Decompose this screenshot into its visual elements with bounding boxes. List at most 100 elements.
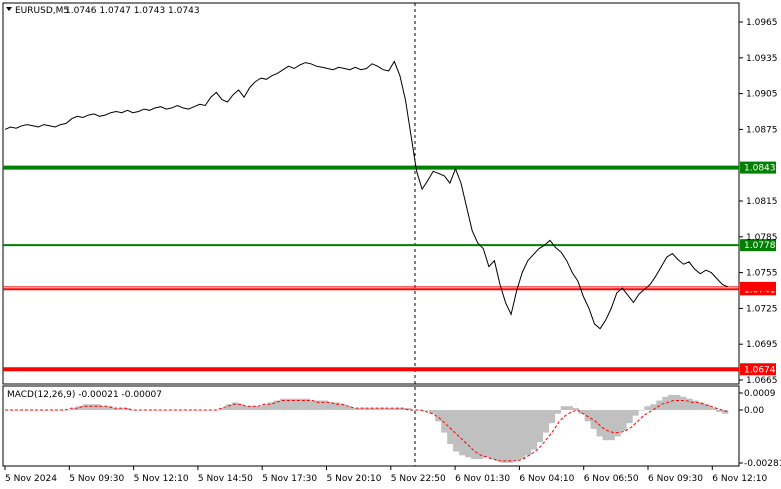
macd-bar [662, 396, 669, 410]
macd-bar [315, 400, 322, 410]
macd-bar [500, 410, 508, 463]
time-tick-label: 5 Nov 14:50 [198, 474, 253, 484]
dropdown-triangle-icon[interactable] [6, 7, 12, 11]
macd-bar [518, 410, 526, 460]
macd-bar [584, 410, 591, 422]
macd-bar [238, 404, 245, 410]
macd-bar [112, 408, 119, 410]
macd-bar [620, 410, 627, 431]
macd-bar [668, 394, 675, 410]
macd-bar [704, 404, 711, 410]
price-series-line [4, 60, 729, 330]
macd-bar [608, 410, 615, 441]
macd-bar [261, 404, 269, 410]
macd-bar [495, 410, 502, 461]
macd-bar [88, 404, 95, 410]
macd-bar [536, 410, 544, 443]
level-price-badge [740, 363, 776, 376]
macd-bar [226, 404, 233, 410]
macd-bar [698, 402, 705, 410]
macd-signal-line [5, 400, 729, 462]
macd-bar [554, 410, 561, 414]
macd-bar [118, 408, 125, 410]
macd-bar [596, 410, 603, 437]
macd-bar [644, 406, 651, 410]
macd-bar [716, 410, 723, 412]
macd-bar [70, 408, 77, 410]
macd-bar [459, 410, 466, 456]
macd-bar [524, 410, 532, 456]
macd-bar [692, 400, 699, 410]
macd-bar [345, 406, 352, 410]
macd-bar [542, 410, 550, 433]
macd-bar [160, 410, 167, 411]
macd-bar [435, 410, 442, 422]
macd-bar [124, 408, 131, 410]
macd-bar [489, 410, 496, 460]
macd-histogram [5, 394, 729, 463]
macd-bar [303, 398, 311, 410]
macd-tick-label: -0.00281 [744, 459, 781, 469]
macd-bar [674, 394, 681, 410]
time-tick-label: 5 Nov 20:10 [327, 474, 382, 484]
macd-bar [190, 410, 197, 411]
macd-bar [273, 400, 281, 410]
macd-bar [638, 410, 645, 411]
macd-bar [357, 408, 364, 410]
time-axis: 5 Nov 2024 5 Nov 09:30 5 Nov 12:10 5 Nov 14… [4, 466, 768, 484]
macd-bar [686, 398, 693, 410]
price-tick-label: 1.0695 [746, 340, 778, 350]
macd-bar [578, 410, 585, 414]
macd-tick-label: 0.00 [744, 406, 764, 416]
macd-bar [363, 408, 370, 410]
macd-bar [506, 410, 514, 463]
macd-bar [387, 408, 394, 410]
price-tick-label: 1.0935 [746, 54, 778, 64]
macd-bar [232, 402, 239, 410]
macd-bar [453, 410, 460, 452]
macd-bar [100, 406, 107, 410]
macd-bar [447, 410, 454, 444]
macd-bar [626, 410, 633, 424]
macd-bar [566, 406, 573, 410]
macd-bar [399, 408, 406, 410]
time-tick-label: 6 Nov 12:10 [712, 474, 767, 484]
macd-bar [220, 408, 227, 410]
macd-bar [572, 408, 579, 410]
macd-bar [339, 404, 346, 410]
macd-bar [722, 410, 729, 414]
macd-bar [244, 406, 251, 410]
macd-bar [291, 398, 299, 410]
macd-bar [560, 406, 567, 410]
price-tick-label: 1.0725 [746, 304, 778, 314]
macd-bar [76, 406, 83, 410]
macd-bar [309, 400, 316, 410]
level-price-badge [740, 239, 776, 252]
level-price-label: 1.0674 [744, 365, 776, 375]
price-tick-label: 1.0665 [746, 376, 778, 386]
macd-bar [82, 404, 89, 410]
macd-bar [423, 410, 430, 411]
time-tick-label: 5 Nov 09:30 [69, 474, 124, 484]
macd-bar [369, 408, 376, 410]
price-tick-label: 1.0785 [746, 233, 778, 243]
macd-bar [94, 404, 101, 410]
level-price-label: 1.0778 [744, 241, 776, 251]
macd-bar [46, 410, 54, 411]
macd-bar [548, 410, 555, 424]
macd-bar [11, 410, 18, 411]
price-tick-label: 1.0965 [746, 18, 778, 28]
macd-bar [650, 404, 657, 410]
level-price-label: 1.0843 [744, 164, 776, 174]
macd-bar [614, 410, 621, 437]
ohlc-values: 1.0746 1.0747 1.0743 1.0743 [65, 6, 200, 16]
macd-bar [590, 410, 597, 429]
price-panel[interactable] [2, 2, 740, 385]
macd-bar [477, 410, 484, 460]
time-tick-label: 5 Nov 17:30 [262, 474, 317, 484]
macd-bar [602, 410, 609, 441]
macd-bar [279, 398, 287, 410]
time-tick-label: 5 Nov 22:50 [391, 474, 446, 484]
